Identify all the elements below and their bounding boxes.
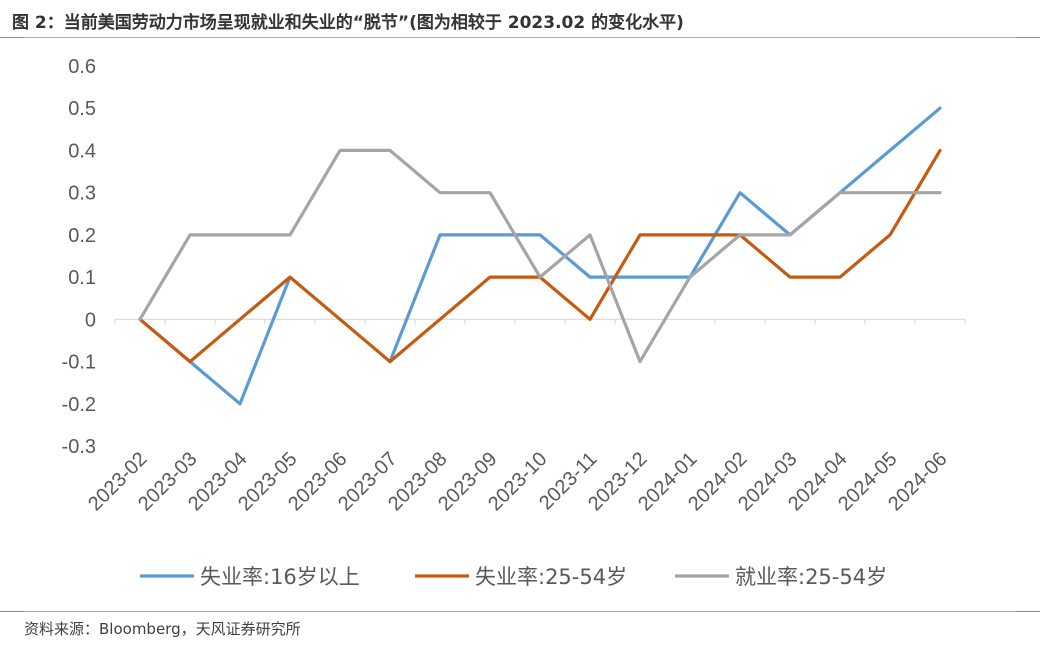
y-tick-label: 0.6 xyxy=(68,56,96,78)
figure-title: 图 2：当前美国劳动力市场呈现就业和失业的“脱节”(图为相较于 2023.02 … xyxy=(12,13,684,33)
source-note: 资料来源：Bloomberg，天风证券研究所 xyxy=(24,620,301,638)
y-tick-label: 0.2 xyxy=(68,225,96,247)
series-line-2 xyxy=(138,148,942,364)
series-line-3 xyxy=(138,148,942,364)
legend-label: 失业率:25-54岁 xyxy=(475,565,627,589)
bottom-rule-cap-left xyxy=(0,611,24,612)
legend-label: 就业率:25-54岁 xyxy=(735,565,887,589)
top-rule-cap-right xyxy=(1016,37,1040,38)
y-tick-label: 0.3 xyxy=(68,183,96,205)
top-rule-cap-left xyxy=(0,37,24,38)
series-line-1 xyxy=(138,106,942,406)
y-tick-label: 0.1 xyxy=(68,267,96,289)
legend-label: 失业率:16岁以上 xyxy=(200,565,360,589)
top-rule xyxy=(0,37,1040,38)
bottom-rule-cap-right xyxy=(1016,611,1040,612)
y-tick-label: -0.1 xyxy=(62,352,96,374)
y-tick-label: 0.4 xyxy=(68,140,96,162)
y-tick-label: -0.2 xyxy=(62,394,96,416)
bottom-rule xyxy=(0,611,1040,612)
y-tick-label: 0.5 xyxy=(68,98,96,120)
y-tick-label: -0.3 xyxy=(62,436,96,458)
y-tick-label: 0 xyxy=(85,309,96,331)
